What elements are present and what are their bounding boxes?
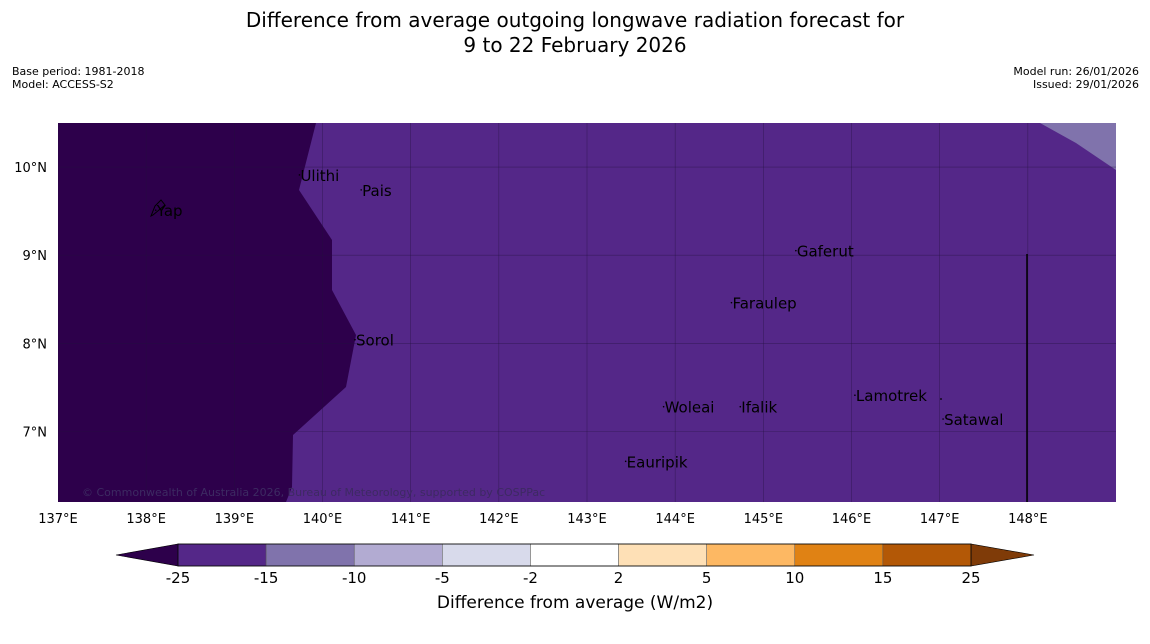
place-marker — [624, 460, 627, 463]
place-marker — [154, 209, 157, 211]
colorbar-tick-label: -5 — [435, 569, 450, 587]
issued-date: Issued: 29/01/2026 — [1032, 78, 1139, 91]
place-label: Faraulep — [732, 295, 796, 313]
place-marker — [739, 405, 742, 408]
base-period: Base period: 1981-2018 — [12, 65, 145, 78]
axis-labels: 137°E 138°E 139°E 140°E 141°E 142°E 143°E 144°E… — [14, 161, 1047, 527]
model-name: Model: ACCESS-S2 — [12, 78, 114, 91]
colorbar-extend-high — [970, 543, 1035, 567]
lon-tick-label: 147°E — [920, 512, 960, 527]
island-dot — [940, 398, 942, 400]
lon-tick-label: 148°E — [1008, 512, 1048, 527]
place-labels: Ulithi Pais Yap Gaferut Faraulep Sorol Lamotre… — [154, 167, 1003, 471]
place-marker — [942, 418, 944, 420]
chart-title: Difference from average outgoing longwav… — [0, 8, 1150, 58]
lon-tick-label: 139°E — [215, 512, 255, 527]
title-line-2: 9 to 22 February 2026 — [463, 33, 687, 57]
map-panel: © Commonwealth of Australia 2026, Bureau… — [58, 123, 1116, 502]
yap-island-outline — [150, 199, 166, 218]
meta-right: Model run: 26/01/2026 Issued: 29/01/2026 — [1013, 65, 1139, 91]
colorbar-segment — [442, 543, 531, 567]
place-label: Eauripik — [627, 453, 688, 471]
lat-tick-label: 9°N — [23, 249, 48, 264]
colorbar-frame — [177, 543, 972, 567]
lon-tick-label: 141°E — [391, 512, 431, 527]
lon-tick-label: 138°E — [126, 512, 166, 527]
place-marker — [354, 338, 356, 341]
colorbar-extend-low — [115, 543, 179, 567]
colorbar-segment — [177, 543, 267, 567]
copyright-text: © Commonwealth of Australia 2026, Bureau… — [82, 486, 545, 499]
place-label: Lamotrek — [856, 387, 927, 405]
colorbar-tick-label: -25 — [166, 569, 191, 587]
place-label: Satawal — [944, 411, 1003, 429]
model-run: Model run: 26/01/2026 — [1013, 65, 1139, 78]
colorbar-tick-label: 15 — [873, 569, 892, 587]
place-marker — [730, 301, 733, 304]
lon-tick-label: 142°E — [479, 512, 519, 527]
meta-left: Base period: 1981-2018 Model: ACCESS-S2 — [12, 65, 144, 91]
colorbar-segment — [706, 543, 796, 567]
lon-tick-label: 144°E — [655, 512, 695, 527]
lat-tick-label: 7°N — [23, 425, 48, 440]
place-label: Sorol — [356, 332, 394, 350]
colorbar-tick-label: 10 — [785, 569, 804, 587]
place-marker — [662, 405, 665, 408]
colorbar-tick-label: 25 — [961, 569, 980, 587]
title-line-1: Difference from average outgoing longwav… — [245, 8, 905, 32]
lon-tick-label: 140°E — [303, 512, 343, 527]
colorbar-tick-label: -10 — [342, 569, 367, 587]
graticule — [58, 123, 1116, 502]
colorbar-tick-label: 2 — [614, 569, 624, 587]
colorbar-tick-label: 5 — [702, 569, 712, 587]
lat-tick-label: 10°N — [14, 161, 47, 176]
place-marker — [298, 174, 301, 176]
colorbar-segment — [794, 543, 884, 567]
place-label: Gaferut — [797, 243, 854, 261]
lon-tick-label: 137°E — [38, 512, 78, 527]
colorbar-segment — [530, 543, 619, 567]
place-label: Pais — [362, 182, 392, 200]
colorbar-title: Difference from average (W/m2) — [436, 593, 714, 613]
place-marker — [360, 189, 362, 191]
colorbar-segment — [618, 543, 707, 567]
lon-tick-label: 146°E — [832, 512, 872, 527]
anomaly-region-northeast — [1040, 123, 1116, 170]
anomaly-region-west — [58, 123, 356, 502]
place-label: Woleai — [665, 399, 715, 417]
colorbar-segment — [353, 543, 443, 567]
colorbar-tick-label: -2 — [523, 569, 538, 587]
place-marker — [795, 249, 797, 252]
lon-tick-label: 145°E — [744, 512, 784, 527]
colorbar-segment — [882, 543, 972, 567]
place-label: Yap — [156, 202, 183, 220]
colorbar: -25 -15 -10 -5 -2 2 5 10 15 25 — [115, 543, 1035, 587]
colorbar-segment — [265, 543, 355, 567]
lon-tick-label: 143°E — [567, 512, 607, 527]
place-label: Ifalik — [741, 399, 777, 417]
place-marker — [854, 394, 856, 397]
place-label: Ulithi — [300, 167, 339, 185]
lat-tick-label: 8°N — [23, 337, 48, 352]
colorbar-tick-label: -15 — [254, 569, 279, 587]
